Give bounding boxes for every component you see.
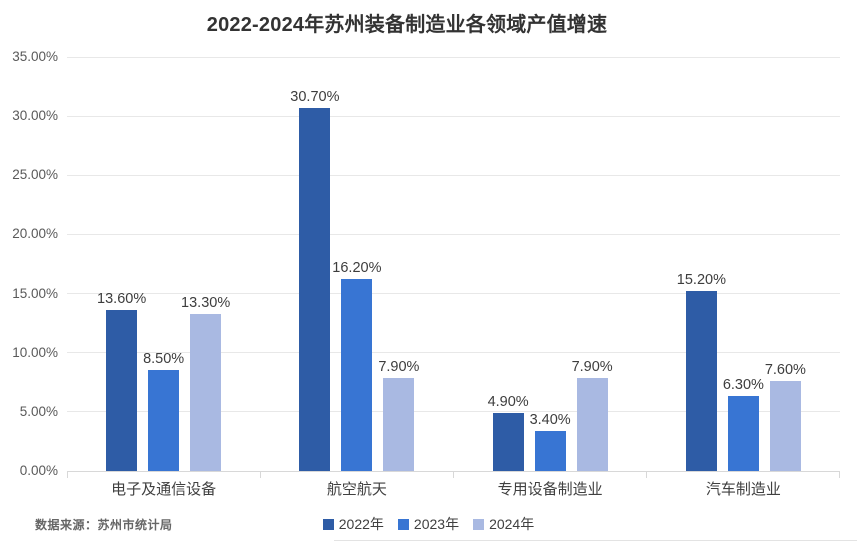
x-axis-tick (67, 471, 68, 478)
legend: 2022年 2023年 2024年 (0, 514, 857, 534)
gridline (67, 174, 840, 176)
gridline (67, 115, 840, 117)
gridline (67, 411, 840, 413)
x-axis-category-label: 专用设备制造业 (497, 481, 603, 498)
legend-label: 2024年 (489, 516, 535, 532)
y-axis-tick-label: 10.00% (12, 344, 58, 360)
y-axis-tick-label: 30.00% (12, 108, 58, 124)
chart-title: 2022-2024年苏州装备制造业各领域产值增速 (206, 14, 608, 36)
legend-swatch-icon (473, 518, 485, 530)
bottom-divider (334, 540, 857, 541)
bar-value-label: 6.30% (722, 377, 764, 394)
bar-2023年-航空航天 (341, 279, 373, 471)
legend-item: 2024年 (473, 514, 534, 534)
y-axis-tick-label: 15.00% (12, 285, 58, 301)
legend-label: 2023年 (413, 516, 460, 532)
source-note: 数据来源：苏州市统计局 (35, 518, 173, 532)
y-axis-tick-label: 35.00% (12, 49, 58, 64)
bar-2022年-专用设备制造业 (492, 413, 524, 471)
bar-value-label: 4.90% (487, 394, 529, 411)
bar-value-label: 15.20% (676, 272, 726, 289)
plot-area: 13.60% 30.70% 4.90% 15.20% 8.50% 16.20% 3.40% 6… (67, 56, 840, 498)
gridline (67, 233, 840, 235)
x-axis-category-label: 汽车制造业 (705, 481, 781, 498)
bar-value-label: 13.60% (97, 291, 147, 308)
x-axis-tick (646, 471, 648, 478)
bar-value-label: 16.20% (332, 260, 382, 277)
x-axis-tick (839, 471, 840, 478)
bar-2022年-汽车制造业 (685, 291, 717, 471)
x-axis-tick (259, 471, 261, 478)
bar-value-label: 30.70% (290, 88, 340, 105)
x-axis-category-label: 航空航天 (326, 481, 387, 498)
bar-value-label: 7.90% (378, 358, 420, 375)
bar-2022年-航空航天 (299, 107, 331, 471)
x-axis-tick (453, 471, 454, 478)
bar-2023年-专用设备制造业 (534, 430, 566, 471)
legend-label: 2022年 (338, 516, 384, 532)
bar-2024年-电子及通信设备 (190, 313, 222, 471)
legend-swatch-icon (322, 518, 334, 530)
x-axis-category-label: 电子及通信设备 (111, 481, 217, 498)
legend-item: 2023年 (397, 514, 460, 534)
bar-value-label: 7.90% (571, 358, 613, 375)
bar-2023年-汽车制造业 (727, 396, 759, 471)
bar-value-label: 3.40% (529, 411, 571, 428)
bar-value-label: 8.50% (143, 351, 185, 368)
y-axis-tick-label: 25.00% (12, 167, 58, 183)
bar-2024年-汽车制造业 (769, 381, 801, 471)
bar-2024年-航空航天 (383, 377, 415, 471)
legend-item: 2022年 (322, 514, 384, 534)
y-axis-tick-label: 0.00% (19, 463, 58, 478)
legend-swatch-icon (397, 518, 409, 530)
y-axis-tick-label: 20.00% (12, 226, 58, 242)
bar-value-label: 13.30% (181, 294, 231, 311)
y-axis-tick-label: 5.00% (19, 403, 58, 419)
bar-2022年-电子及通信设备 (106, 310, 138, 471)
bar-2024年-专用设备制造业 (576, 377, 608, 471)
bar-2023年-电子及通信设备 (148, 370, 180, 471)
gridline (67, 352, 840, 354)
gridline (67, 293, 840, 295)
gridline (67, 56, 840, 58)
bar-value-label: 7.60% (764, 362, 806, 379)
